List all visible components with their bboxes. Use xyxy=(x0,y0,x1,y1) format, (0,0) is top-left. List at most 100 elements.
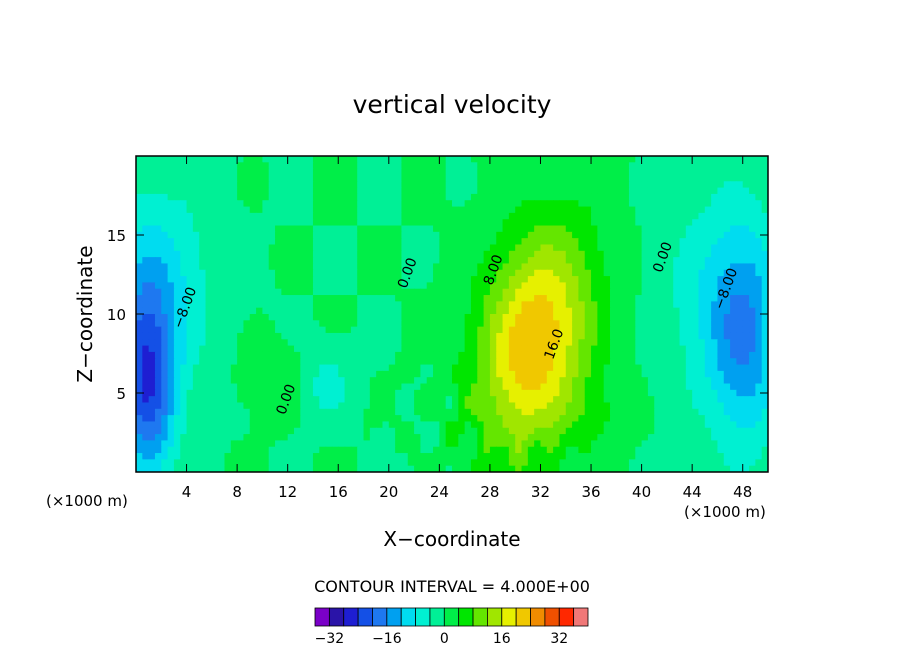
field-cell xyxy=(540,295,548,302)
field-cell xyxy=(224,465,232,472)
field-cell xyxy=(742,339,750,347)
field-cell xyxy=(312,320,320,328)
field-cell xyxy=(685,162,693,170)
field-cell xyxy=(704,358,712,366)
field-cell xyxy=(452,193,459,201)
field-cell xyxy=(654,206,662,214)
field-cell xyxy=(338,383,346,391)
field-cell xyxy=(508,219,516,227)
field-cell xyxy=(414,446,421,454)
field-cell xyxy=(641,389,649,397)
field-cell xyxy=(508,415,516,423)
field-cell xyxy=(685,219,693,227)
field-cell xyxy=(654,427,662,435)
field-cell xyxy=(496,427,504,435)
field-cell xyxy=(237,389,245,397)
field-cell xyxy=(470,434,478,441)
field-cell xyxy=(142,459,150,467)
field-cell xyxy=(256,225,263,233)
field-cell xyxy=(565,162,573,170)
field-cell xyxy=(755,377,763,385)
field-cell xyxy=(761,174,768,182)
field-cell xyxy=(673,181,681,189)
field-cell xyxy=(679,389,687,397)
field-cell xyxy=(287,402,295,410)
field-cell xyxy=(357,434,365,441)
field-cell xyxy=(218,446,226,454)
field-cell xyxy=(294,332,301,340)
field-cell xyxy=(761,219,768,227)
field-cell xyxy=(578,351,586,359)
field-cell xyxy=(294,174,301,182)
field-cell xyxy=(527,415,535,423)
field-cell xyxy=(407,193,415,201)
field-cell xyxy=(357,187,365,195)
field-cell xyxy=(401,288,409,296)
field-cell xyxy=(319,351,327,359)
field-cell xyxy=(262,263,270,271)
field-cell xyxy=(439,168,447,176)
field-cell xyxy=(628,295,636,302)
field-cell xyxy=(685,257,693,265)
field-cell xyxy=(628,193,636,201)
field-cell xyxy=(553,301,561,309)
field-cell xyxy=(382,231,390,239)
field-cell xyxy=(325,238,333,246)
field-cell xyxy=(711,212,719,220)
field-cell xyxy=(376,156,384,163)
field-cell xyxy=(192,377,200,385)
field-cell xyxy=(572,295,579,302)
field-cell xyxy=(142,383,150,391)
field-cell xyxy=(186,238,194,246)
field-cell xyxy=(572,314,579,321)
field-cell xyxy=(496,453,504,460)
field-cell xyxy=(325,212,333,220)
field-cell xyxy=(395,453,403,460)
field-cell xyxy=(142,212,150,220)
field-cell xyxy=(407,219,415,227)
field-cell xyxy=(224,225,232,233)
field-cell xyxy=(578,364,586,372)
field-cell xyxy=(268,434,276,441)
field-cell xyxy=(243,320,251,328)
field-cell xyxy=(186,276,194,283)
field-cell xyxy=(224,453,232,460)
field-cell xyxy=(420,351,428,359)
field-cell xyxy=(180,383,188,391)
field-cell xyxy=(230,427,238,435)
field-cell xyxy=(477,257,485,265)
field-cell xyxy=(249,421,257,429)
field-cell xyxy=(230,383,238,391)
field-cell xyxy=(647,320,655,328)
field-cell xyxy=(477,307,485,315)
field-cell xyxy=(224,389,232,397)
field-cell xyxy=(635,351,643,359)
field-cell xyxy=(470,402,478,410)
field-cell xyxy=(148,263,156,271)
field-cell xyxy=(211,402,219,410)
field-cell xyxy=(180,193,188,201)
field-cell xyxy=(508,389,516,397)
field-cell xyxy=(275,212,282,220)
field-cell xyxy=(622,465,630,472)
field-cell xyxy=(692,206,700,214)
field-cell xyxy=(211,440,219,448)
field-cell xyxy=(597,219,605,227)
field-cell xyxy=(230,295,238,302)
field-cell xyxy=(136,288,143,296)
field-cell xyxy=(711,295,719,302)
field-cell xyxy=(224,231,232,239)
field-cell xyxy=(167,427,175,435)
field-cell xyxy=(388,206,396,214)
field-cell xyxy=(660,402,668,410)
field-cell xyxy=(382,351,390,359)
field-cell xyxy=(515,257,523,265)
field-cell xyxy=(401,440,409,448)
field-cell xyxy=(458,453,466,460)
field-cell xyxy=(414,326,421,334)
field-cell xyxy=(559,250,567,258)
field-cell xyxy=(338,244,346,252)
field-cell xyxy=(730,257,737,265)
field-cell xyxy=(641,377,649,385)
field-cell xyxy=(483,181,491,189)
